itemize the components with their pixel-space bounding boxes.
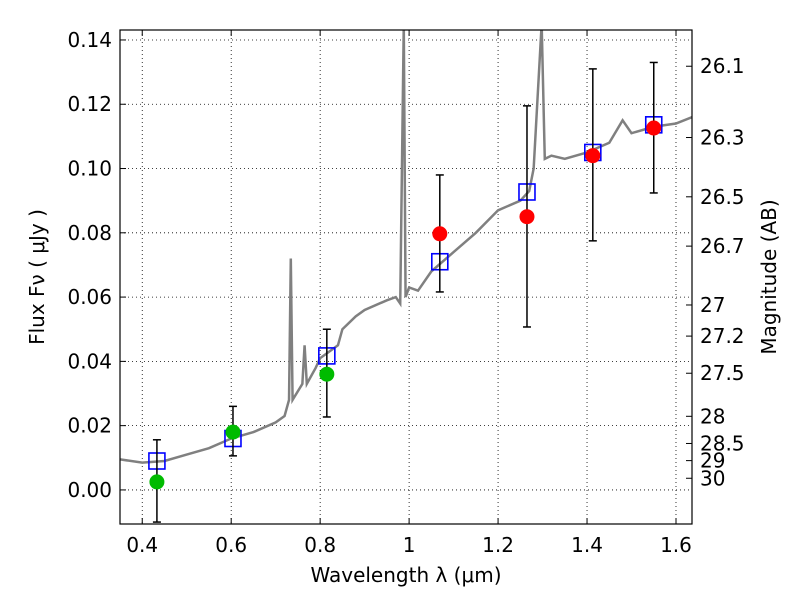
y-tick-label: 0.04 xyxy=(67,349,112,373)
x-tick-label: 0.6 xyxy=(215,533,247,557)
observed-green-marker xyxy=(149,474,165,490)
x-tick-label: 0.8 xyxy=(304,533,336,557)
y-tick-label: 0.08 xyxy=(67,221,112,245)
observed-green-marker xyxy=(319,366,335,382)
plot-frame xyxy=(119,29,693,525)
y-tick-label: 0.02 xyxy=(67,414,112,438)
series-group xyxy=(120,30,692,523)
mag-tick-label: 27 xyxy=(700,293,725,317)
observed-red-marker xyxy=(519,209,535,225)
axes: 0.4 0.6 0.8 1 1.2 1.4 1.6 0.00 0.02 0.04 0.06 0.08 0… xyxy=(67,28,744,557)
mag-tick-label: 28 xyxy=(700,404,725,428)
x-tick-label: 0.4 xyxy=(126,533,158,557)
mag-tick-label: 27.5 xyxy=(700,361,745,385)
y-tick-label: 0.14 xyxy=(67,28,112,52)
mag-tick-label: 28.5 xyxy=(700,431,745,455)
y-tick-label: 0.10 xyxy=(67,157,112,181)
mag-tick-label: 29 xyxy=(700,449,725,473)
observed-red-marker xyxy=(646,120,662,136)
mag-tick-label: 26.7 xyxy=(700,234,745,258)
y-tick-label: 0.00 xyxy=(67,478,112,502)
y-axis-label: Flux Fν ( μJy ) xyxy=(25,209,49,345)
x-tick-label: 1.2 xyxy=(482,533,514,557)
mag-tick-label: 26.3 xyxy=(700,126,745,150)
right-axis-label: Magnitude (AB) xyxy=(757,199,781,354)
observed-red-marker xyxy=(585,148,601,164)
mag-tick-label: 30 xyxy=(700,466,725,490)
x-tick-label: 1.4 xyxy=(571,533,603,557)
observed-green-marker xyxy=(225,424,241,440)
y-tick-label: 0.06 xyxy=(67,285,112,309)
x-tick-label: 1 xyxy=(403,533,416,557)
observed-red-marker xyxy=(432,226,448,242)
grid xyxy=(120,30,692,524)
plot-area xyxy=(120,30,692,523)
mag-tick-label: 27.2 xyxy=(700,324,745,348)
spectrum-line xyxy=(120,30,692,464)
mag-tick-label: 26.5 xyxy=(700,185,745,209)
y-tick-label: 0.12 xyxy=(67,92,112,116)
x-tick-label: 1.6 xyxy=(660,533,692,557)
mag-tick-label: 26.1 xyxy=(700,54,745,78)
x-axis-label: Wavelength λ (μm) xyxy=(310,563,501,587)
